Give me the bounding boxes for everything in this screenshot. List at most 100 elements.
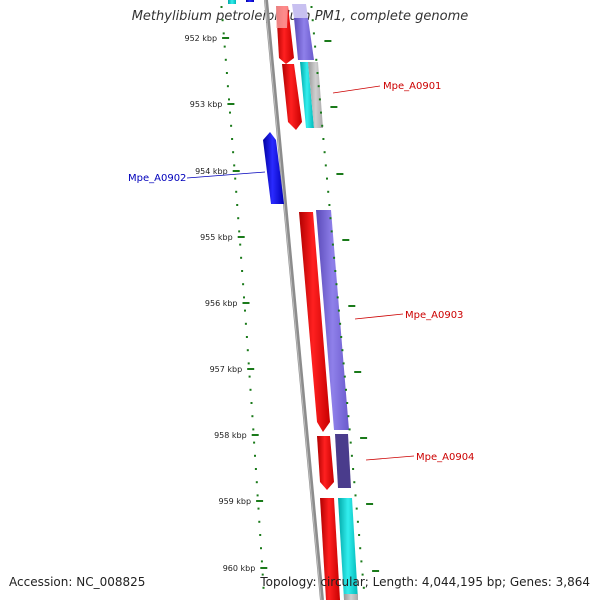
gene-label-mpe-a0901[interactable]: Mpe_A0901 (383, 81, 441, 92)
ruler-minor-tick (323, 151, 326, 154)
ruler-kbp-label: 955 kbp (200, 233, 233, 242)
blast-hit-grey-a0901 (308, 62, 323, 128)
ruler-minor-tick (316, 72, 319, 74)
ruler-minor-tick (257, 507, 260, 510)
ruler-minor-tick (320, 111, 322, 114)
genome-backbone (264, 0, 324, 600)
ruler-minor-tick (252, 428, 255, 431)
ruler-minor-tick (235, 190, 238, 193)
gene-label-mpe-a0904[interactable]: Mpe_A0904 (416, 452, 474, 463)
ruler-major-tick (366, 503, 374, 505)
ruler-minor-tick (254, 454, 256, 457)
ruler-ticks-inner (220, 6, 268, 589)
ruler-minor-tick (336, 296, 339, 299)
ruler-minor-tick (234, 177, 237, 180)
ruler-minor-tick (348, 428, 351, 431)
cds-mpe-a0901 (282, 64, 302, 130)
label-line-mpe-a0901 (332, 85, 381, 94)
ruler-minor-tick (315, 58, 318, 61)
ruler-minor-tick (310, 6, 313, 8)
ruler-major-tick (360, 437, 368, 439)
topology-text: Topology: circular; Length: 4,044,195 bp… (260, 575, 590, 589)
ruler-kbp-label: 954 kbp (195, 167, 228, 176)
ruler-minor-tick (260, 547, 262, 550)
ruler-major-tick (242, 302, 250, 304)
cds-red-lower (320, 498, 340, 600)
ruler-minor-tick (352, 468, 355, 470)
ruler-major-tick (330, 106, 338, 108)
ruler-minor-tick (349, 441, 352, 444)
ruler-major-tick (237, 236, 245, 238)
ruler-minor-tick (330, 230, 333, 233)
ruler-major-tick (372, 570, 380, 572)
ruler-minor-tick (317, 85, 320, 88)
ruler-minor-tick (245, 336, 248, 338)
ruler-minor-tick (254, 468, 257, 470)
ruler-minor-tick (228, 98, 230, 101)
blast-hit-cyan-lower (338, 498, 358, 600)
gene-label-mpe-a0903[interactable]: Mpe_A0903 (405, 310, 463, 321)
ruler-minor-tick (242, 283, 245, 286)
ruler-minor-tick (334, 270, 337, 272)
ruler-minor-tick (318, 98, 321, 101)
ruler-minor-tick (322, 138, 325, 140)
ruler-minor-tick (361, 573, 364, 576)
ruler-minor-tick (326, 177, 328, 180)
ruler-minor-tick (327, 190, 330, 193)
ruler-minor-tick (358, 534, 361, 536)
blast-hit-purple-a0903 (316, 210, 349, 430)
label-line-mpe-a0904 (365, 455, 415, 461)
ruler-minor-tick (231, 138, 234, 140)
cds-blue-top (246, 0, 254, 2)
ruler-minor-tick (342, 362, 345, 365)
ruler-minor-tick (244, 322, 247, 325)
ruler-minor-tick (311, 19, 314, 22)
cds-mpe-a0904 (317, 436, 334, 490)
ruler-minor-tick (232, 151, 235, 154)
blast-hit-purple-upper (294, 18, 314, 60)
ruler-kbp-label: 958 kbp (214, 431, 247, 440)
ruler-major-tick (227, 103, 235, 105)
ruler-minor-tick (225, 72, 228, 74)
label-line-mpe-a0902 (186, 171, 266, 179)
ruler-minor-tick (220, 6, 223, 8)
ruler-minor-tick (343, 375, 346, 378)
ruler-minor-tick (259, 534, 262, 536)
ruler-minor-tick (331, 243, 334, 246)
blast-hit-lavender (292, 4, 308, 18)
ruler-minor-tick (260, 560, 263, 563)
ruler-major-tick (222, 37, 230, 39)
ruler-kbp-label: 952 kbp (184, 34, 217, 43)
ruler-minor-tick (339, 322, 342, 325)
label-line-mpe-a0903 (354, 313, 404, 320)
ruler-minor-tick (262, 586, 265, 589)
ruler-minor-tick (341, 349, 344, 352)
blast-hit-cyan-top (228, 0, 236, 4)
ruler-major-tick (256, 500, 264, 502)
ruler-major-tick (260, 567, 268, 569)
ruler-minor-tick (241, 270, 244, 272)
ruler-minor-tick (350, 454, 353, 457)
ruler-major-tick (336, 173, 344, 175)
blast-hit-pink (276, 6, 288, 28)
cds-mpe-a0903 (299, 212, 330, 432)
ruler-minor-tick (359, 547, 362, 550)
ruler-minor-tick (328, 204, 331, 206)
ruler-minor-tick (360, 560, 363, 563)
accession-text: Accession: NC_008825 (9, 575, 146, 589)
ruler-minor-tick (248, 375, 251, 378)
gene-label-mpe-a0902[interactable]: Mpe_A0902 (128, 173, 186, 184)
ruler-minor-tick (353, 481, 356, 484)
ruler-major-tick (324, 40, 332, 42)
ruler-minor-tick (240, 256, 243, 259)
ruler-ticks-outer (310, 6, 380, 589)
ruler-minor-tick (362, 586, 365, 589)
ruler-minor-tick (250, 402, 253, 404)
ruler-minor-tick (356, 520, 359, 523)
ruler-minor-tick (230, 124, 233, 127)
ruler-minor-tick (236, 204, 239, 206)
ruler-minor-tick (229, 111, 231, 114)
ruler-minor-tick (237, 217, 240, 220)
cds-mpe-a0902 (263, 132, 284, 204)
ruler-minor-tick (253, 441, 256, 444)
